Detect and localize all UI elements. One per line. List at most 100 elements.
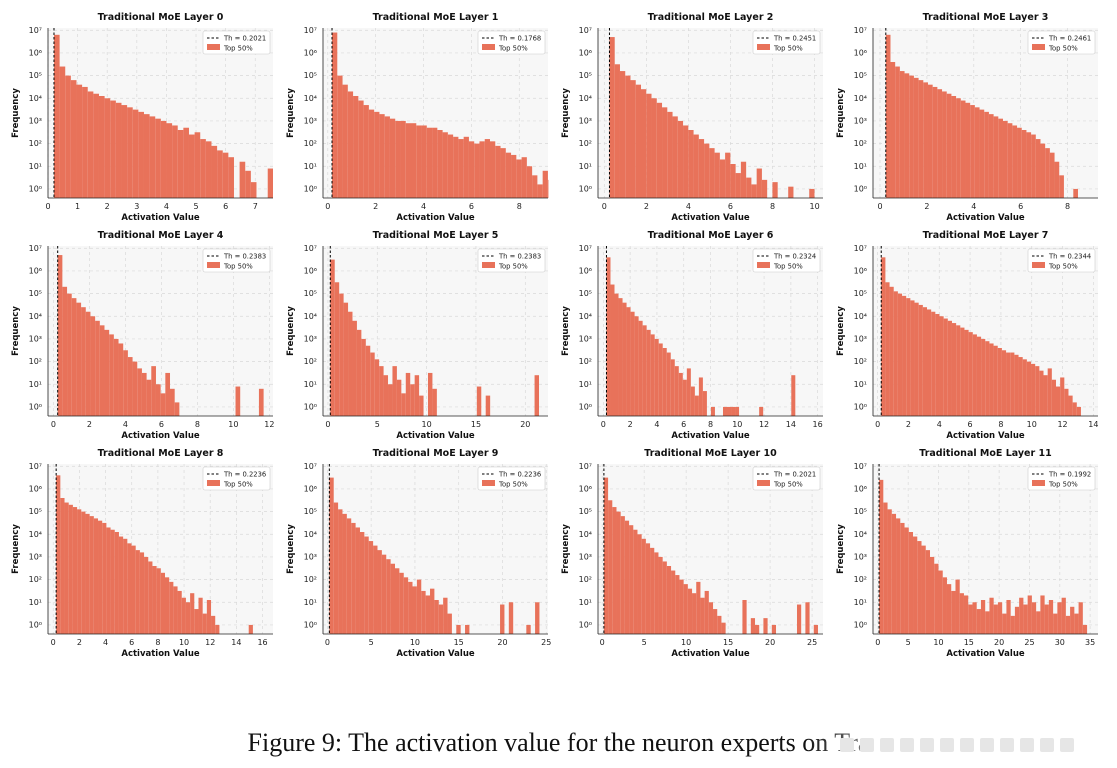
- y-tick-label: 10⁷: [854, 26, 867, 35]
- histogram-bar: [170, 388, 175, 416]
- histogram-bar: [425, 595, 431, 634]
- histogram-bar: [165, 372, 171, 416]
- histogram-bar: [904, 73, 910, 198]
- histogram-bar: [132, 361, 138, 416]
- histogram-bar: [99, 325, 105, 416]
- histogram-bar: [138, 111, 144, 198]
- y-tick-label: 10⁶: [304, 484, 317, 493]
- histogram-bar: [735, 173, 741, 198]
- histogram-bar: [81, 307, 86, 416]
- x-tick-label: 12: [1057, 420, 1067, 429]
- histogram-bar: [619, 71, 626, 198]
- histogram-bar: [135, 550, 140, 634]
- histogram-bar: [419, 395, 424, 416]
- histogram-bar: [228, 157, 234, 198]
- histogram-bar: [1010, 615, 1015, 634]
- histogram-bar: [708, 602, 714, 634]
- histogram-bar: [981, 338, 986, 416]
- y-tick-label: 10⁵: [854, 289, 867, 298]
- histogram-bar: [505, 152, 512, 198]
- y-tick-label: 10⁵: [579, 289, 592, 298]
- legend-top50-swatch: [482, 262, 495, 268]
- y-tick-label: 10⁴: [304, 530, 317, 539]
- histogram-bar: [131, 545, 136, 634]
- histogram-bar: [139, 552, 145, 634]
- y-tick-label: 10¹: [854, 598, 867, 607]
- y-tick-label: 10²: [854, 575, 867, 584]
- histogram-bar: [1007, 123, 1013, 198]
- y-tick-label: 10⁶: [579, 48, 592, 57]
- histogram-bar: [891, 513, 897, 634]
- chart-panel-4: 10⁰ 10¹ 10² 10³ 10⁴ 10⁵ 10⁶ 10⁷ 0 2 4 6 8 10 12 Traditi…: [11, 230, 274, 441]
- y-tick-label: 10³: [29, 552, 42, 561]
- histogram-bar: [960, 100, 966, 198]
- histogram-bar: [132, 109, 139, 198]
- y-tick-label: 10⁷: [29, 462, 42, 471]
- histogram-bar: [658, 343, 663, 416]
- histogram-bar: [456, 624, 461, 634]
- y-tick-label: 10²: [579, 139, 592, 148]
- histogram-bar: [389, 118, 396, 198]
- histogram-bar: [687, 588, 693, 634]
- y-tick-label: 10⁰: [29, 620, 42, 629]
- y-tick-label: 10⁷: [579, 244, 592, 253]
- histogram-bar: [476, 386, 482, 416]
- histogram-bar: [442, 132, 448, 198]
- histogram-bar: [972, 602, 977, 634]
- histogram-bar: [951, 96, 957, 198]
- histogram-bar: [106, 527, 111, 634]
- y-tick-label: 10⁰: [579, 184, 592, 193]
- histogram-bar: [77, 509, 82, 634]
- histogram-bar: [1065, 615, 1071, 634]
- histogram-bar: [942, 91, 947, 198]
- histogram-bar: [993, 116, 999, 198]
- histogram-bar: [374, 359, 380, 416]
- legend-top50-label: Top 50%: [498, 45, 528, 53]
- histogram-bar: [427, 372, 433, 416]
- histogram-bar: [443, 597, 448, 634]
- histogram-bar: [1061, 597, 1066, 634]
- histogram-bar: [370, 352, 375, 416]
- legend-top50-swatch: [207, 44, 220, 50]
- histogram-bar: [809, 188, 815, 198]
- histogram-bar: [1051, 379, 1056, 416]
- histogram-bar: [374, 111, 380, 198]
- y-tick-label: 10²: [579, 357, 592, 366]
- x-tick-label: 7: [253, 202, 258, 211]
- histogram-bar: [650, 334, 655, 416]
- y-tick-label: 10⁷: [854, 244, 867, 253]
- histogram-bar: [1014, 354, 1019, 416]
- y-tick-label: 10⁷: [304, 26, 317, 35]
- x-axis-label: Activation Value: [121, 649, 200, 659]
- y-tick-label: 10¹: [304, 162, 317, 171]
- legend-top50-swatch: [1032, 480, 1045, 486]
- x-tick-label: 20: [994, 638, 1004, 647]
- histogram-bar: [658, 556, 663, 634]
- x-tick-label: 0: [877, 202, 882, 211]
- legend-top50-swatch: [207, 480, 220, 486]
- x-tick-label: 5: [193, 202, 198, 211]
- histogram-bar: [885, 282, 890, 416]
- histogram-bar: [805, 602, 810, 634]
- histogram-bar: [110, 100, 116, 198]
- histogram-bar: [902, 295, 907, 416]
- legend-threshold-label: Th = 0.1992: [1048, 471, 1091, 479]
- histogram-bar: [405, 372, 411, 416]
- x-tick-label: 14: [786, 420, 796, 429]
- legend-threshold-label: Th = 0.2236: [498, 471, 541, 479]
- histogram-bar: [761, 179, 768, 198]
- histogram-bar: [614, 293, 619, 416]
- legend-top50-swatch: [1032, 44, 1045, 50]
- y-tick-label: 10³: [854, 116, 867, 125]
- histogram-bar: [152, 566, 157, 634]
- histogram-bar: [890, 62, 896, 198]
- histogram-bar: [1053, 613, 1058, 634]
- histogram-bar: [959, 593, 964, 634]
- histogram-bar: [484, 139, 490, 198]
- histogram-bar: [155, 384, 161, 416]
- histogram-bar: [190, 593, 195, 634]
- histogram-bar: [688, 130, 694, 198]
- histogram-bar: [710, 406, 715, 416]
- histogram-bar: [98, 520, 103, 634]
- x-axis-label: Activation Value: [396, 431, 475, 441]
